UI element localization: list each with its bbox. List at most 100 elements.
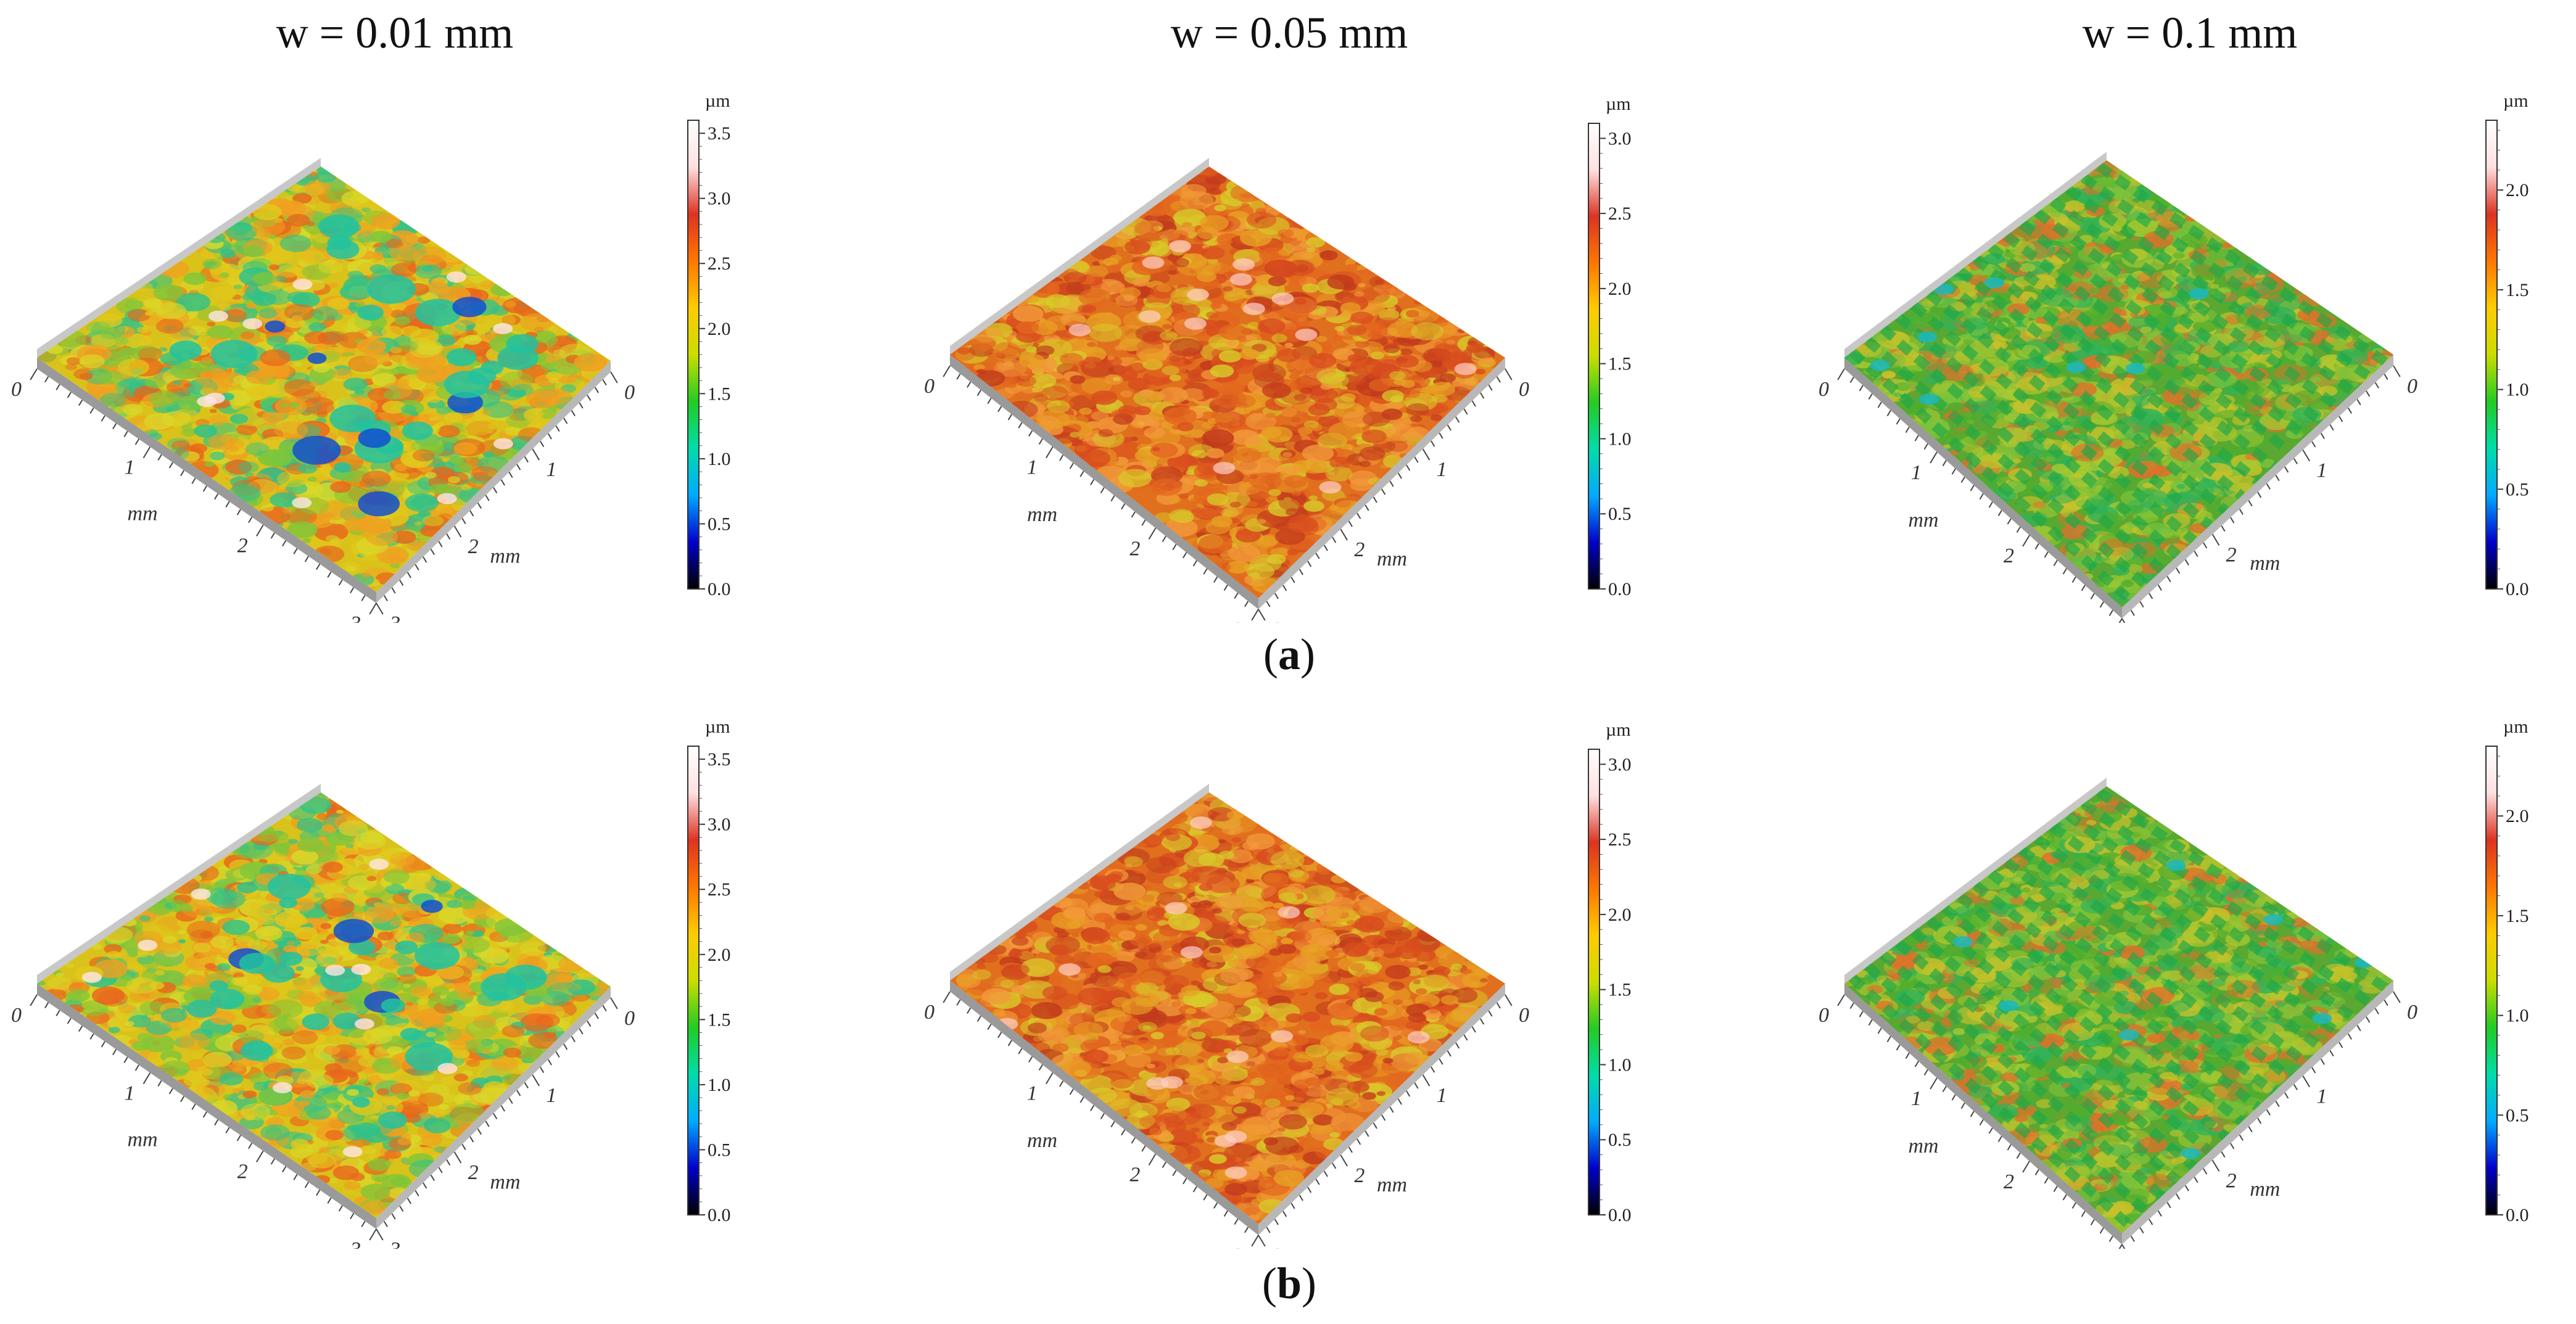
colorbar-tick-label: 0.0 [708, 579, 731, 599]
y-tick-label: 1 [546, 1084, 556, 1107]
y-tick-label: 1 [2316, 459, 2327, 482]
colorbar-tick-label: 2.0 [708, 945, 731, 965]
colorbar [1588, 749, 1600, 1215]
colorbar-tick-label: 2.5 [1608, 829, 1632, 850]
y-tick-label: 0 [2407, 1001, 2417, 1024]
surface-plot: 0 1 2 3 0 1 2 3 mm mm µm 0.0 0.5 1.0 1.5 2.0 2.5 3.0 3.5 [11, 91, 731, 623]
y-tick-label: 3 [389, 1238, 400, 1249]
colorbar-tick-label: 0.0 [2506, 579, 2529, 599]
surface-side-left [950, 355, 1258, 609]
x-tick-label: 2 [2004, 1170, 2014, 1193]
axis-ticks [1837, 991, 2401, 1249]
surface-plot: 0 1 2 3 0 1 2 3 mm mm µm 0.0 0.5 1.0 1.5 2.0 2.5 3.0 3.5 [11, 717, 731, 1249]
y-tick-label: 0 [2407, 375, 2417, 398]
colorbar-tick-label: 1.0 [2506, 380, 2529, 400]
x-axis-unit: mm [128, 1128, 158, 1151]
surface-side-right [1258, 984, 1505, 1235]
axis-ticks [1837, 365, 2401, 623]
column-title-w01: w = 0.1 mm [2082, 8, 2298, 57]
colorbar-tick-label: 1.0 [708, 449, 731, 469]
x-tick-label: 0 [924, 375, 935, 398]
surface-panel-b-w001: 0 1 2 3 0 1 2 3 mm mm µm 0.0 0.5 1.0 1.5 2.0 2.5 3.0 3.5 [0, 694, 802, 1249]
x-tick-label: 3 [1232, 1244, 1243, 1249]
surface-plot: 0 1 2 3 0 1 2 3 mm mm µm 0.0 0.5 1.0 1.5 2.0 2.5 3.0 [924, 94, 1632, 623]
axis-ticks [30, 368, 618, 615]
surface-back-edge [950, 784, 1209, 981]
x-axis-unit: mm [1027, 1129, 1057, 1152]
colorbar [687, 120, 700, 590]
surface-side-left [1844, 984, 2122, 1244]
y-tick-label: 2 [2226, 543, 2237, 566]
y-axis-unit: mm [490, 1171, 520, 1194]
colorbar-tick-label: 1.5 [708, 1009, 731, 1030]
colorbar-tick-label: 1.5 [2506, 280, 2529, 300]
x-axis-unit: mm [1027, 503, 1057, 526]
colorbar [2485, 746, 2498, 1215]
x-tick-label: 3 [1232, 619, 1243, 623]
surface-side-right [376, 361, 611, 603]
surface-side-right [2122, 981, 2393, 1244]
x-tick-label: 2 [237, 1160, 248, 1183]
x-tick-label: 2 [2004, 545, 2014, 567]
surface-plot: 01230123mmmmµm0.00.51.01.52.0 [1818, 717, 2529, 1249]
surface-side-right [376, 987, 611, 1229]
colorbar-unit: µm [2503, 717, 2529, 737]
colorbar-unit: µm [1606, 720, 1631, 740]
colorbar-tick-label: 1.5 [1608, 980, 1632, 1000]
y-tick-label: 3 [389, 612, 400, 623]
colorbar-tick-label: 2.0 [2506, 180, 2529, 200]
colorbar-tick-label: 3.5 [708, 749, 731, 770]
row-label-a: (a) [1263, 630, 1315, 679]
x-tick-label: 3 [350, 612, 361, 623]
colorbar-tick-label: 1.5 [1608, 354, 1632, 374]
x-tick-label: 0 [924, 1001, 935, 1024]
x-tick-label: 2 [1129, 1163, 1140, 1186]
colorbar-tick-label: 3.0 [708, 815, 731, 835]
colorbar-tick-label: 2.0 [1608, 279, 1632, 299]
colorbar-tick-label: 2.0 [708, 319, 731, 339]
y-tick-label: 2 [468, 1161, 479, 1184]
colorbar-tick-label: 0.5 [708, 514, 731, 534]
y-tick-label: 0 [624, 1007, 635, 1030]
y-tick-label: 0 [624, 381, 635, 404]
x-tick-label: 0 [11, 378, 22, 401]
colorbar [1588, 123, 1600, 590]
surface-panel-a-w001: 0 1 2 3 0 1 2 3 mm mm µm 0.0 0.5 1.0 1.5 2.0 2.5 3.0 3.5 [0, 68, 802, 623]
y-axis-unit: mm [1377, 548, 1407, 570]
colorbar-tick-label: 1.5 [708, 384, 731, 404]
y-axis-unit: mm [1377, 1174, 1407, 1196]
x-tick-label: 2 [237, 534, 248, 557]
colorbar-tick-label: 0.5 [1608, 504, 1632, 524]
y-axis-unit: mm [490, 545, 520, 568]
surface-back-edge [37, 784, 321, 984]
surface-side-right [2122, 355, 2393, 619]
colorbar-tick-label: 3.5 [708, 123, 731, 144]
colorbar-tick-label: 1.0 [1608, 1055, 1632, 1075]
y-tick-label: 2 [2226, 1169, 2237, 1192]
surface-panel-a-w005: 0 1 2 3 0 1 2 3 mm mm µm 0.0 0.5 1.0 1.5 2.0 2.5 3.0 [888, 68, 1690, 623]
y-tick-label: 2 [1354, 538, 1364, 561]
row-label-b: (b) [1261, 1259, 1316, 1308]
surface-back-edge [1844, 152, 2107, 358]
y-tick-label: 3 [1271, 619, 1282, 623]
x-tick-label: 0 [11, 1004, 22, 1027]
colorbar-tick-label: 0.5 [2506, 1105, 2529, 1125]
colorbar-tick-label: 0.5 [708, 1140, 731, 1160]
colorbar [687, 746, 700, 1215]
x-tick-label: 1 [124, 456, 134, 479]
colorbar-tick-label: 0.0 [2506, 1205, 2529, 1225]
colorbar-tick-label: 0.5 [2506, 479, 2529, 500]
y-tick-label: 2 [1354, 1164, 1364, 1187]
surface-side-right [1258, 358, 1505, 609]
y-tick-label: 1 [1437, 1084, 1447, 1107]
surface-back-edge [1844, 778, 2107, 984]
x-axis-unit: mm [1909, 1135, 1939, 1157]
surface-side-left [37, 984, 376, 1229]
x-tick-label: 3 [350, 1238, 361, 1249]
colorbar-unit: µm [2503, 91, 2529, 111]
colorbar-unit: µm [705, 91, 730, 111]
surface-back-edge [37, 158, 321, 358]
colorbar-tick-label: 3.0 [1608, 754, 1632, 775]
colorbar-tick-label: 0.5 [1608, 1130, 1632, 1150]
axis-ticks [943, 991, 1513, 1247]
